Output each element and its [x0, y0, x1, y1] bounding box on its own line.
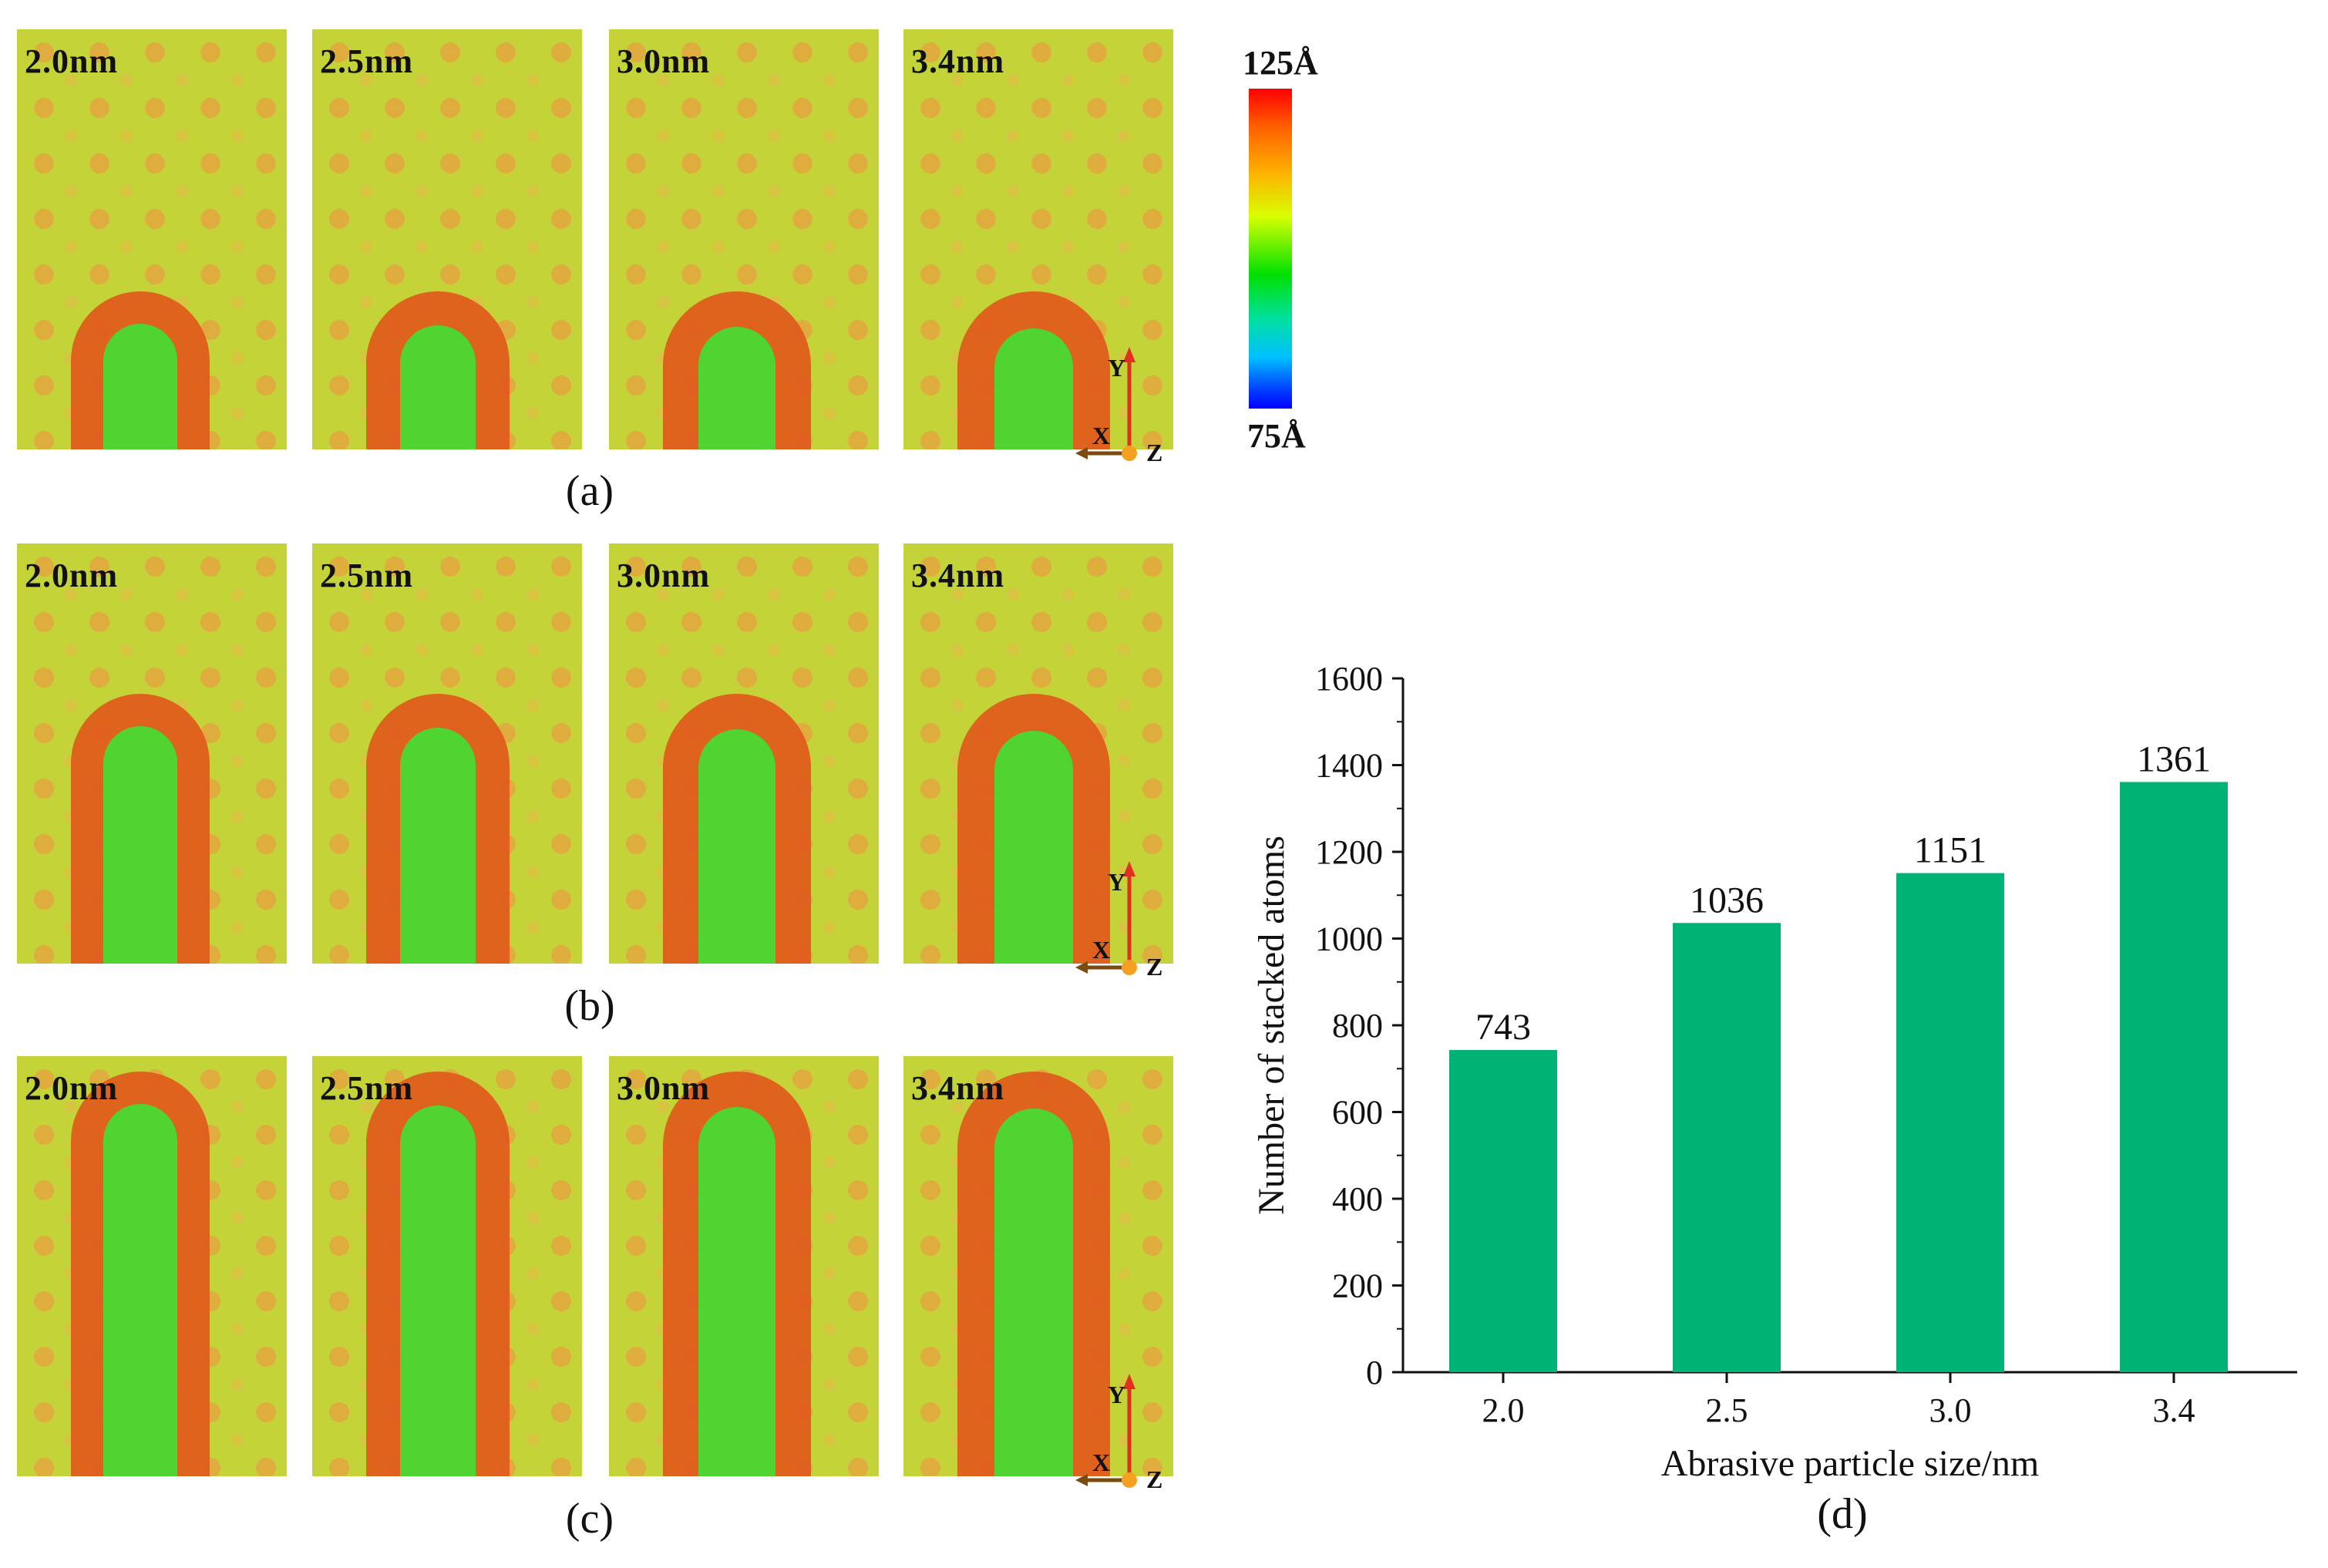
- bar-value-label: 1151: [1914, 830, 1987, 871]
- x-tick-label: 2.5: [1706, 1391, 1748, 1429]
- particle-size-label: 3.4nm: [911, 42, 1005, 80]
- axis-x-label: X: [1092, 422, 1110, 449]
- colorbar-max-label: 125Å: [1243, 44, 1318, 82]
- axis-z-label: Z: [1146, 953, 1162, 981]
- sim-panel: 2.5nm: [312, 1056, 582, 1476]
- bar: [2120, 782, 2228, 1372]
- sim-panel: 2.0nm: [17, 543, 287, 964]
- axes-triad: Y X Z: [1075, 347, 1162, 466]
- sim-image: [626, 1069, 868, 1476]
- sim-panel: 3.4nm: [903, 543, 1173, 964]
- sim-image: [626, 42, 868, 449]
- particle-size-label: 3.0nm: [617, 42, 711, 80]
- sim-image: [34, 42, 276, 449]
- row-caption: (b): [564, 982, 615, 1030]
- y-tick-label: 1000: [1315, 920, 1383, 958]
- bar: [1896, 873, 2004, 1372]
- sim-image: [626, 557, 868, 964]
- colorbar-min-label: 75Å: [1247, 417, 1306, 455]
- sim-panel: 2.0nm: [17, 1056, 287, 1476]
- axis-x-label: X: [1092, 936, 1110, 964]
- y-tick-label: 800: [1332, 1007, 1383, 1045]
- axis-y-label: Y: [1108, 1381, 1125, 1408]
- sim-image: [920, 557, 1162, 964]
- y-axis-title: Number of stacked atoms: [1251, 836, 1292, 1215]
- axis-z-label: Z: [1146, 1465, 1162, 1493]
- sim-image: [920, 42, 1162, 449]
- x-axis-title: Abrasive particle size/nm: [1661, 1443, 2039, 1484]
- axes-triad: Y X Z: [1075, 861, 1162, 981]
- axes-triad: Y X Z: [1075, 1374, 1162, 1493]
- bar-value-label: 1361: [2137, 739, 2211, 779]
- x-tick-label: 2.0: [1482, 1391, 1525, 1429]
- chart-caption: (d): [1817, 1490, 1867, 1538]
- particle-size-label: 2.0nm: [25, 42, 119, 80]
- particle-size-label: 3.4nm: [911, 1069, 1005, 1107]
- particle-size-label: 2.0nm: [25, 1069, 119, 1107]
- particle-size-label: 2.5nm: [320, 557, 414, 594]
- sim-panel: 2.5nm: [312, 543, 582, 964]
- y-tick-label: 0: [1366, 1354, 1383, 1391]
- particle-size-label: 2.0nm: [25, 557, 119, 594]
- y-tick-label: 1600: [1315, 660, 1383, 698]
- axis-x-label: X: [1092, 1449, 1110, 1476]
- bar: [1673, 923, 1781, 1372]
- sim-image: [329, 42, 571, 449]
- particle-size-label: 2.5nm: [320, 42, 414, 80]
- sim-panel: 2.5nm: [312, 29, 582, 449]
- sim-panel: 3.4nm: [903, 1056, 1173, 1476]
- sim-image: [329, 1069, 571, 1476]
- particle-size-label: 3.4nm: [911, 557, 1005, 594]
- x-tick-label: 3.4: [2153, 1391, 2195, 1429]
- particle-size-label: 2.5nm: [320, 1069, 414, 1107]
- particle-size-label: 3.0nm: [617, 1069, 711, 1107]
- y-tick-label: 1200: [1315, 833, 1383, 871]
- bar: [1449, 1050, 1557, 1372]
- sim-panel: 3.0nm: [609, 1056, 879, 1476]
- y-tick-label: 400: [1332, 1180, 1383, 1218]
- sim-image: [34, 1069, 276, 1476]
- axis-y-label: Y: [1108, 868, 1125, 896]
- y-tick-label: 1400: [1315, 747, 1383, 785]
- sim-panel: 3.0nm: [609, 29, 879, 449]
- row-caption: (c): [565, 1495, 614, 1543]
- bar-value-label: 1036: [1690, 880, 1764, 920]
- bar-value-label: 743: [1475, 1007, 1531, 1048]
- y-tick-label: 600: [1332, 1094, 1383, 1132]
- x-tick-label: 3.0: [1929, 1391, 1972, 1429]
- sim-image: [920, 1069, 1162, 1476]
- sim-image: [34, 557, 276, 964]
- sim-panel: 2.0nm: [17, 29, 287, 449]
- sim-panel: 3.4nm: [903, 29, 1173, 449]
- axis-z-label: Z: [1146, 439, 1162, 466]
- particle-size-label: 3.0nm: [617, 557, 711, 594]
- sim-image: [329, 557, 571, 964]
- y-tick-label: 200: [1332, 1267, 1383, 1305]
- axis-y-label: Y: [1108, 354, 1125, 382]
- row-caption: (a): [565, 467, 614, 515]
- bar-chart: 0 200 400 600 800 1000 1200 1400 1600 743 2.0 1036 2…: [1251, 660, 2297, 1538]
- sim-panel: 3.0nm: [609, 543, 879, 964]
- colorbar: [1249, 89, 1292, 409]
